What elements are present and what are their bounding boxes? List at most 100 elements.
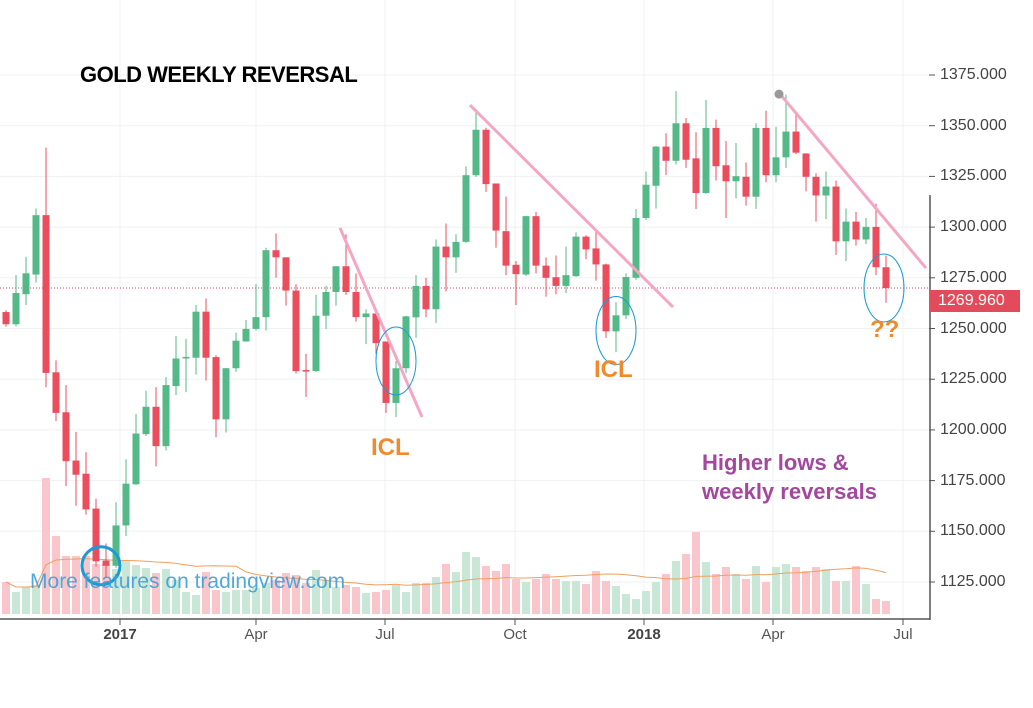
candles (2, 91, 890, 578)
volume-ma-line (5, 558, 887, 588)
candle-body (342, 266, 350, 292)
candle-body (372, 313, 380, 344)
candle-body (332, 266, 340, 292)
volume-bar (242, 590, 250, 614)
volume-bar (742, 579, 750, 614)
watermark-link[interactable]: More features on tradingview.com (30, 570, 346, 593)
volume-bar (322, 580, 330, 614)
candle (52, 360, 60, 422)
question-label: ?? (870, 316, 900, 343)
candle (172, 336, 180, 396)
volume-bar (382, 590, 390, 614)
candle (822, 171, 830, 219)
volume-bar (602, 581, 610, 614)
candle (542, 257, 550, 297)
volume-bar (82, 556, 90, 614)
candle (562, 246, 570, 294)
candle-body (572, 236, 580, 277)
volume-bar (342, 585, 350, 614)
volume-bar (562, 581, 570, 614)
grid (0, 0, 930, 620)
candle (842, 208, 850, 261)
volume-bar (402, 592, 410, 614)
volume-bar (152, 573, 160, 614)
candle (192, 304, 200, 375)
candle (772, 126, 780, 183)
candle-body (582, 236, 590, 250)
candle (302, 353, 310, 397)
volume-bar (142, 568, 150, 614)
volume-bar (212, 590, 220, 614)
candle (82, 452, 90, 515)
candle-body (652, 146, 660, 186)
candle (2, 310, 10, 327)
candle-body (202, 311, 210, 358)
volume-bar (442, 564, 450, 614)
candle-body (292, 290, 300, 372)
volume-bar (692, 532, 700, 614)
candle-body (562, 275, 570, 286)
price-tick-label: 1325.000 (940, 167, 1007, 185)
candle (552, 255, 560, 295)
candle-body (702, 127, 710, 194)
highlight-ellipse (375, 326, 417, 396)
candle (832, 180, 840, 255)
highlight-ellipse (863, 253, 905, 323)
candle (432, 239, 440, 323)
candle (202, 298, 210, 381)
candle (32, 208, 40, 283)
candle-body (152, 406, 160, 447)
candle-body (622, 276, 630, 316)
candle-body (112, 525, 120, 566)
candle-body (522, 216, 530, 275)
volume-bar (682, 554, 690, 614)
candle (722, 141, 730, 218)
candle (212, 355, 220, 438)
candle-body (352, 291, 360, 318)
candle-body (52, 372, 60, 413)
candle-body (712, 127, 720, 167)
volume-bars (2, 478, 890, 614)
candle-body (172, 358, 180, 387)
candle (532, 211, 540, 274)
candle-body (592, 248, 600, 265)
volume-bar (122, 561, 130, 614)
price-tick-label: 1200.000 (940, 420, 1007, 438)
candle-body (492, 183, 500, 231)
volume-bar (202, 572, 210, 614)
volume-bar (412, 583, 420, 614)
volume-bar (542, 574, 550, 614)
candle-body (722, 165, 730, 182)
candle (412, 275, 420, 338)
candle-body (252, 317, 260, 329)
candle (642, 171, 650, 221)
candle (282, 257, 290, 306)
candle (452, 234, 460, 273)
candle-body (272, 250, 280, 258)
volume-bar (282, 573, 290, 614)
candle-body (182, 356, 190, 359)
last-price-label: 1269.960 (930, 290, 1020, 312)
volume-bar (532, 579, 540, 614)
candle-body (602, 264, 610, 332)
candle-body (162, 385, 170, 447)
volume-bar (782, 564, 790, 614)
volume-bar (172, 580, 180, 614)
candle-body (192, 311, 200, 358)
candle-body (672, 123, 680, 161)
candle-body (362, 313, 370, 318)
trendline (468, 103, 675, 309)
candle (162, 377, 170, 451)
candle-body (142, 406, 150, 435)
volume-bar (192, 595, 200, 614)
candle (142, 390, 150, 436)
volume-bar (452, 572, 460, 614)
volume-bar (272, 580, 280, 614)
candle-body (692, 158, 700, 194)
candle (152, 387, 160, 467)
volume-bar (102, 564, 110, 614)
candle-body (832, 186, 840, 242)
candle (762, 110, 770, 183)
volume-bar (642, 591, 650, 614)
